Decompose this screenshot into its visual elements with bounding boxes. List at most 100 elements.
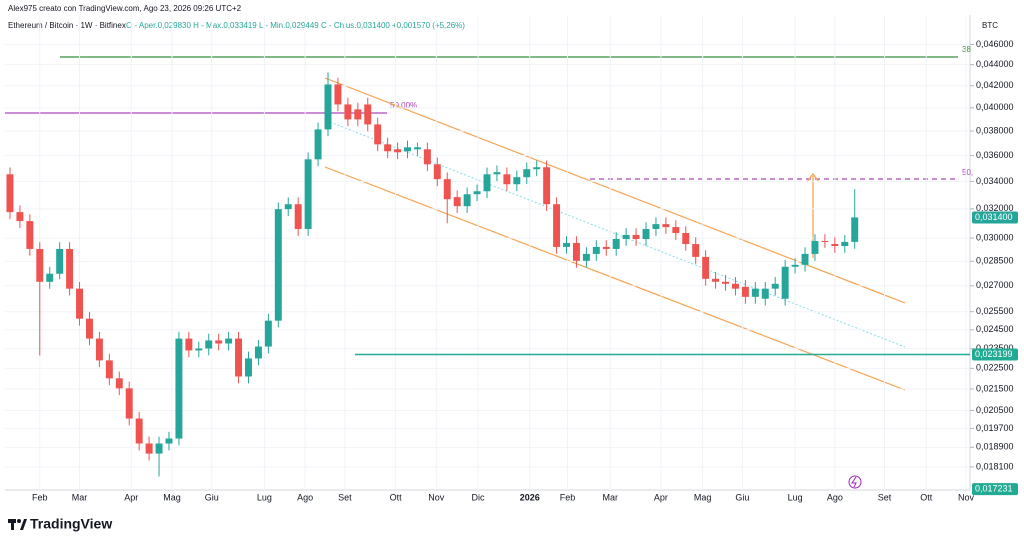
x-tick-label: Mar: [72, 492, 88, 502]
y-tick-label: 0,038000: [976, 125, 1014, 135]
candle-body: [324, 84, 332, 130]
candle-body: [185, 338, 193, 351]
symbol: Ethereum / Bitcoin · 1W · Bitfinex: [8, 21, 126, 30]
candle-body: [225, 338, 233, 344]
candle-body: [771, 283, 779, 289]
price-label-box: [972, 348, 1018, 361]
candle-body: [294, 204, 302, 229]
candle-body: [463, 194, 471, 207]
x-tick-label: 2026: [520, 492, 540, 502]
candle-body: [354, 109, 362, 120]
candle-body: [612, 239, 620, 249]
candle-body: [264, 320, 272, 347]
candle-body: [453, 197, 461, 207]
candle-body: [791, 264, 799, 267]
candle-body: [235, 338, 243, 377]
x-tick-label: Mar: [602, 492, 618, 502]
y-tick-label: 0,023500: [976, 343, 1014, 353]
x-tick-label: Lug: [788, 492, 803, 502]
candle-body: [76, 288, 84, 319]
candle-body: [394, 149, 402, 153]
channel-mid: [329, 121, 906, 348]
candle-body: [513, 177, 521, 185]
ohlc: O - Aper.0,029830 H - Max.0,033419 L - M…: [126, 21, 390, 30]
y-unit: BTC: [982, 21, 998, 30]
candle-body: [483, 174, 491, 192]
x-tick-label: Lug: [257, 492, 272, 502]
logo-mark: [11, 519, 14, 530]
x-tick-label: Set: [338, 492, 352, 502]
x-tick-label: Ago: [827, 492, 843, 502]
candle-body: [563, 242, 570, 247]
candle-body: [751, 288, 759, 297]
fib-label: 50,: [962, 168, 973, 177]
marks: 0,046000 0,044000 0,042000 0,040000 0,038000…: [5, 15, 1018, 502]
candle-body: [364, 104, 372, 125]
y-tick-label: 0,018100: [976, 461, 1014, 471]
y-tick-label: 0,042000: [976, 80, 1014, 90]
candle-body: [642, 228, 650, 240]
x-tick-label: Apr: [124, 492, 138, 502]
candle-body: [274, 209, 282, 321]
price-label: 0,017231: [975, 484, 1013, 494]
candle-body: [125, 388, 133, 419]
candle-body: [404, 147, 411, 152]
y-tick-label: 0,028500: [976, 256, 1014, 266]
y-tick-label: 0,044000: [976, 59, 1014, 69]
candle-body: [682, 232, 690, 245]
candle-body: [314, 129, 322, 160]
y-tick-label: 0,021500: [976, 383, 1014, 393]
y-tick-label: 0,020500: [976, 405, 1014, 415]
x-tick-label: Ott: [920, 492, 933, 502]
candle-body: [831, 244, 839, 247]
candle-body: [304, 159, 312, 229]
candle-body: [851, 217, 859, 242]
y-tick-label: 0,032000: [976, 203, 1014, 213]
candle-body: [135, 418, 143, 444]
x-tick-label: Nov: [958, 492, 975, 502]
candle-body: [722, 281, 729, 284]
candle-body: [523, 169, 531, 178]
event-icon-bolt: [851, 476, 857, 488]
candle-body: [95, 338, 103, 361]
y-tick-label: 0,024500: [976, 324, 1014, 334]
y-tick-label: 0,040000: [976, 102, 1014, 112]
candle-body: [245, 358, 252, 377]
candle-body: [543, 167, 551, 205]
candle-body: [553, 204, 561, 247]
candle-body: [572, 242, 580, 261]
candle-body: [712, 278, 720, 282]
candle-body: [702, 256, 710, 279]
candle-body: [582, 253, 590, 261]
candle-body: [662, 224, 670, 228]
candle-body: [36, 248, 44, 282]
x-tick-label: Set: [878, 492, 892, 502]
candle-body: [443, 179, 451, 200]
x-tick-label: Nov: [428, 492, 445, 502]
candle-body: [254, 346, 262, 359]
candle-body: [334, 84, 342, 105]
x-tick-label: Mag: [163, 492, 181, 502]
event-icon[interactable]: [848, 475, 862, 489]
candle-body: [215, 340, 223, 344]
channel-line: [324, 166, 906, 391]
candle-body: [205, 340, 213, 349]
candle-body: [801, 253, 809, 265]
candle-body: [811, 240, 819, 254]
candle-body: [533, 167, 541, 170]
candle-body: [195, 348, 203, 351]
x-tick-label: Feb: [560, 492, 576, 502]
candle-body: [821, 240, 829, 242]
candle-body: [344, 104, 352, 120]
fib-label: 38: [962, 45, 971, 54]
y-tick-label: 0,019700: [976, 423, 1014, 433]
x-tick-label: Giu: [205, 492, 219, 502]
fib-label: 50,00%: [390, 101, 417, 110]
y-tick-label: 0,018900: [976, 442, 1014, 452]
logo: [8, 519, 27, 530]
credit: Alex975 creato con TradingView.com, Ago …: [8, 4, 242, 13]
candle-body: [413, 147, 421, 150]
y-tick-label: 0,027000: [976, 280, 1014, 290]
x-tick-label: Dic: [472, 492, 485, 502]
candle-body: [384, 144, 392, 152]
